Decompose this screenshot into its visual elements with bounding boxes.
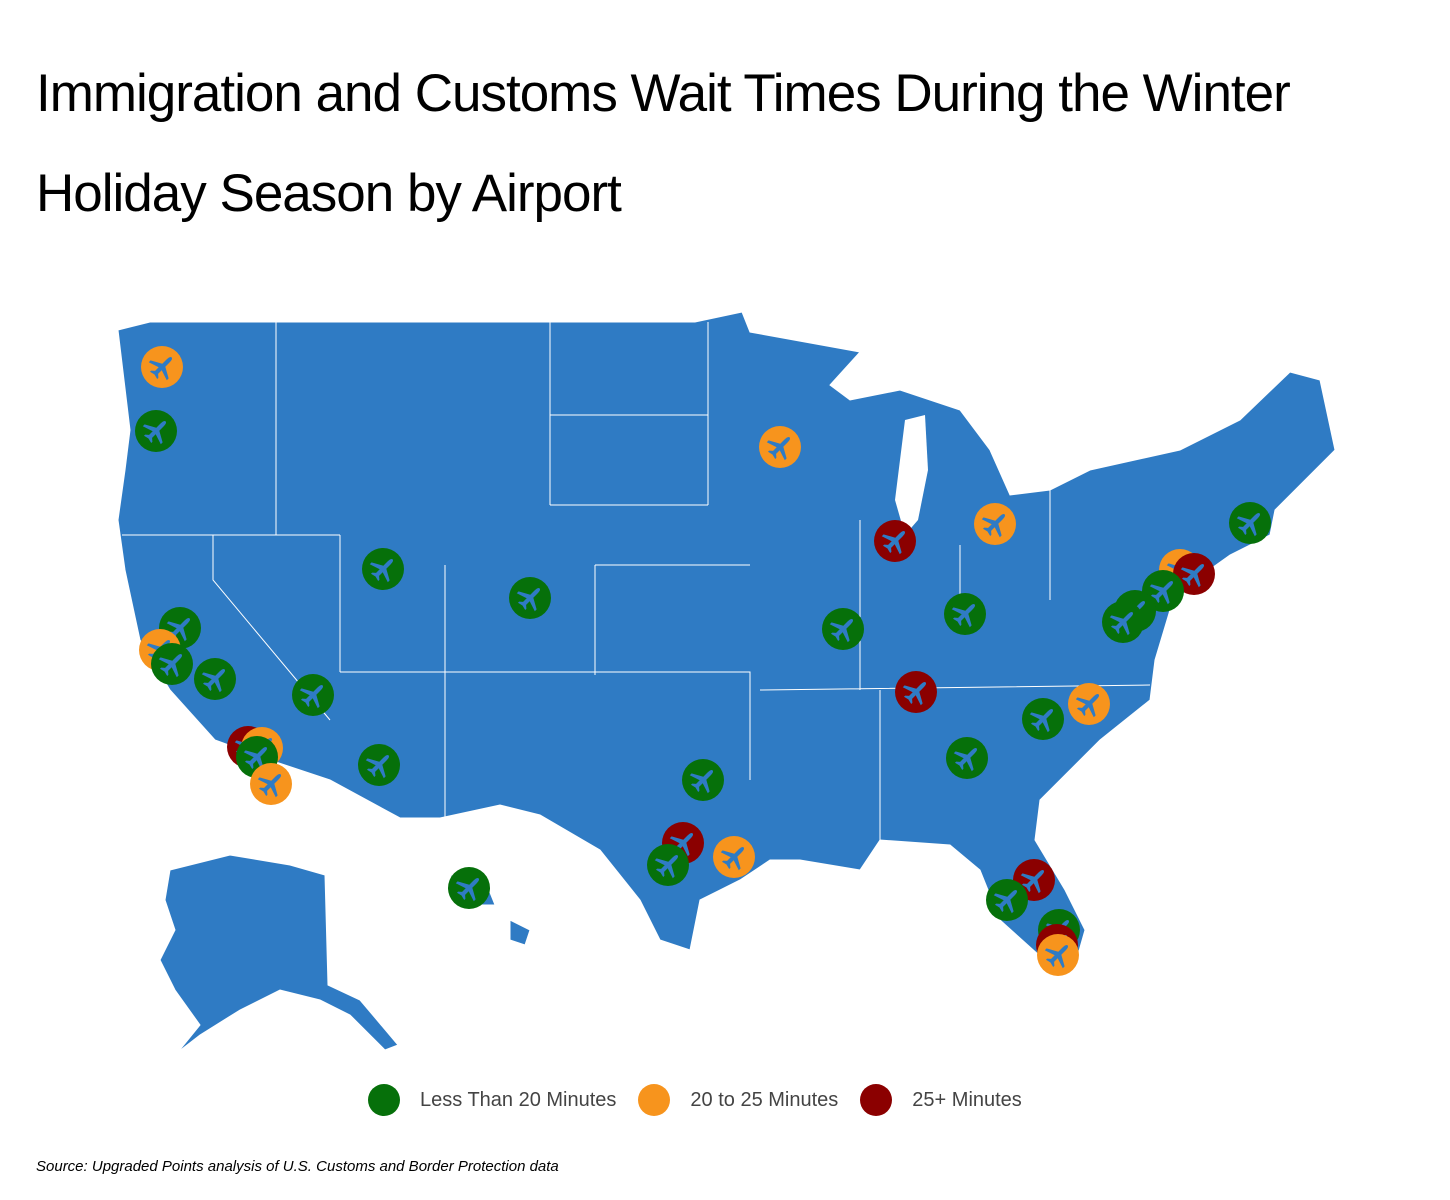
airplane-icon xyxy=(1044,944,1069,969)
airport-marker[interactable] xyxy=(759,426,801,468)
legend-item-red: 25+ Minutes xyxy=(860,1084,1022,1116)
airplane-icon xyxy=(299,684,324,709)
source-note: Source: Upgraded Points analysis of U.S.… xyxy=(36,1158,559,1175)
airplane-icon xyxy=(369,558,394,583)
legend-swatch xyxy=(638,1084,671,1116)
airplane-icon xyxy=(516,587,541,612)
legend-swatch xyxy=(860,1084,893,1116)
legend: Less Than 20 Minutes 20 to 25 Minutes 25… xyxy=(368,1084,1044,1116)
airport-marker[interactable] xyxy=(141,346,183,388)
legend-label: 25+ Minutes xyxy=(912,1088,1022,1111)
airport-marker[interactable] xyxy=(874,520,916,562)
alaska xyxy=(159,854,399,1053)
airplane-icon xyxy=(1236,512,1261,537)
airplane-icon xyxy=(689,769,714,794)
airport-marker[interactable] xyxy=(822,608,864,650)
airport-marker[interactable] xyxy=(509,577,551,619)
airport-marker[interactable] xyxy=(1037,934,1079,976)
airplane-icon xyxy=(654,854,679,879)
airplane-icon xyxy=(766,436,791,461)
airplane-icon xyxy=(1075,693,1100,718)
airport-marker[interactable] xyxy=(1229,502,1271,544)
airplane-icon xyxy=(257,773,282,798)
airport-marker[interactable] xyxy=(135,410,177,452)
airplane-icon xyxy=(951,603,976,628)
airplane-icon xyxy=(1109,611,1134,636)
airplane-icon xyxy=(148,356,173,381)
airplane-icon xyxy=(1029,708,1054,733)
airplane-icon xyxy=(981,513,1006,538)
airplane-icon xyxy=(158,653,183,678)
airport-marker[interactable] xyxy=(151,643,193,685)
legend-item-green: Less Than 20 Minutes xyxy=(368,1084,616,1116)
state-borders xyxy=(122,322,1151,840)
airport-marker[interactable] xyxy=(986,879,1028,921)
airport-marker[interactable] xyxy=(713,836,755,878)
airport-marker[interactable] xyxy=(1022,698,1064,740)
airplane-icon xyxy=(829,618,854,643)
airport-marker[interactable] xyxy=(895,671,937,713)
airport-marker[interactable] xyxy=(682,759,724,801)
airport-marker[interactable] xyxy=(292,674,334,716)
legend-item-orange: 20 to 25 Minutes xyxy=(638,1084,838,1116)
airport-marker[interactable] xyxy=(362,548,404,590)
airport-marker[interactable] xyxy=(1102,601,1144,643)
airplane-icon xyxy=(953,747,978,772)
airplane-icon xyxy=(1180,563,1205,588)
airport-marker[interactable] xyxy=(946,737,988,779)
airport-marker[interactable] xyxy=(194,658,236,700)
legend-label: 20 to 25 Minutes xyxy=(690,1088,839,1111)
airplane-icon xyxy=(1020,869,1045,894)
airplane-icon xyxy=(455,877,480,902)
contiguous-us xyxy=(117,311,1336,966)
legend-label: Less Than 20 Minutes xyxy=(420,1088,617,1111)
airport-marker[interactable] xyxy=(1173,553,1215,595)
airplane-icon xyxy=(902,681,927,706)
airplane-icon xyxy=(881,530,906,555)
airport-marker[interactable] xyxy=(448,867,490,909)
airport-marker[interactable] xyxy=(1068,683,1110,725)
lake-michigan xyxy=(895,415,928,535)
airplane-icon xyxy=(993,889,1018,914)
airport-marker[interactable] xyxy=(358,744,400,786)
airplane-icon xyxy=(243,746,268,771)
airplane-icon xyxy=(1149,580,1174,605)
airplane-icon xyxy=(142,420,167,445)
chart-title: Immigration and Customs Wait Times Durin… xyxy=(36,64,1291,223)
airport-marker[interactable] xyxy=(974,503,1016,545)
airport-marker[interactable] xyxy=(250,763,292,805)
airplane-icon xyxy=(201,668,226,693)
airplane-icon xyxy=(720,846,745,871)
airplane-icon xyxy=(365,754,390,779)
airport-marker[interactable] xyxy=(647,844,689,886)
airport-marker[interactable] xyxy=(944,593,986,635)
legend-swatch xyxy=(368,1084,400,1116)
